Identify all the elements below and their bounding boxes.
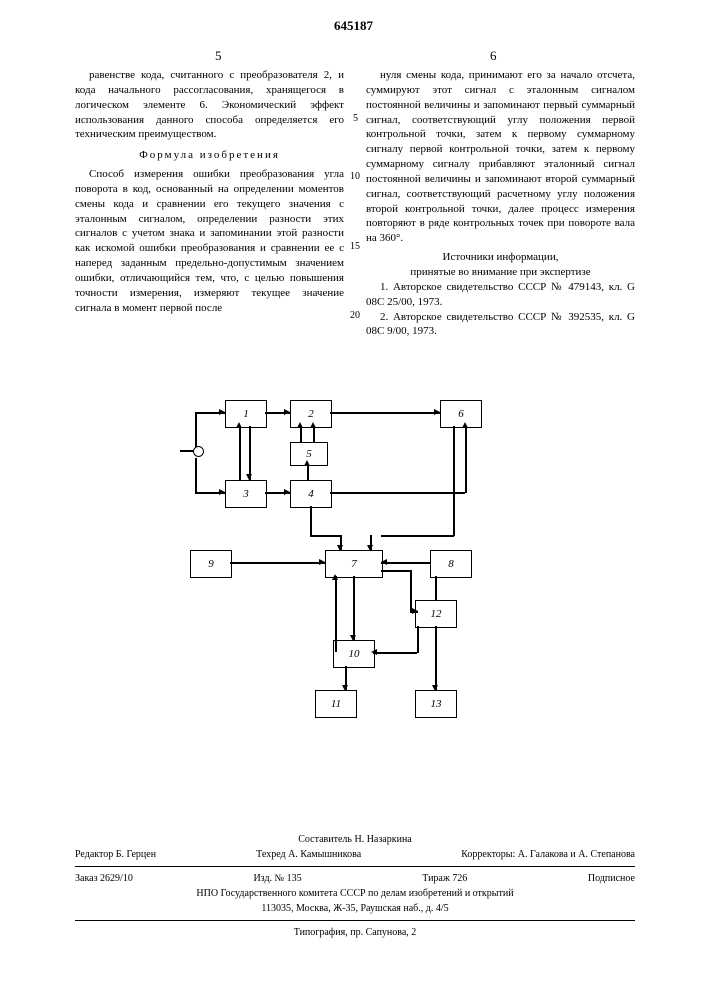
- block-13: 13: [415, 690, 457, 718]
- diagram-line: [313, 426, 315, 442]
- arrow-icon: [367, 545, 373, 551]
- arrow-icon: [236, 422, 242, 428]
- arrow-icon: [434, 409, 440, 415]
- arrow-icon: [297, 422, 303, 428]
- reference-2: 2. Авторское свидетельство СССР № 392535…: [366, 310, 635, 340]
- arrow-icon: [219, 409, 225, 415]
- arrow-icon: [381, 559, 387, 565]
- sources-subtitle: принятые во внимание при экспертизе: [366, 265, 635, 280]
- arrow-icon: [371, 649, 377, 655]
- diagram-line: [330, 412, 440, 414]
- footer-correctors: Корректоры: А. Галакова и А. Степанова: [461, 849, 635, 860]
- left-para-2: Способ измерения ошибки преобразования у…: [75, 167, 344, 315]
- diagram-line: [195, 458, 197, 494]
- right-column: нуля смены кода, принимают его за начало…: [366, 68, 635, 339]
- block-4: 4: [290, 480, 332, 508]
- footer-address: 113035, Москва, Ж-35, Раушская наб., д. …: [75, 901, 635, 916]
- diagram-line: [249, 426, 251, 480]
- block-11: 11: [315, 690, 357, 718]
- diagram-line: [381, 570, 411, 572]
- footer-divider: [75, 920, 635, 921]
- diagram-line: [410, 570, 412, 612]
- text-columns: равенстве кода, считанного с преобразова…: [75, 68, 635, 339]
- footer-izd: Изд. № 135: [253, 873, 301, 884]
- reference-1: 1. Авторское свидетельство СССР № 479143…: [366, 280, 635, 310]
- arrow-icon: [332, 574, 338, 580]
- diagram-line: [230, 562, 325, 564]
- left-para-1: равенстве кода, считанного с преобразова…: [75, 68, 344, 142]
- diagram-line: [335, 576, 337, 652]
- column-number-right: 6: [490, 48, 497, 64]
- arrow-icon: [219, 489, 225, 495]
- arrow-icon: [304, 460, 310, 466]
- arrow-icon: [246, 474, 252, 480]
- arrow-icon: [462, 422, 468, 428]
- footer-print-row: Заказ 2629/10 Изд. № 135 Тираж 726 Подпи…: [75, 871, 635, 886]
- arrow-icon: [337, 545, 343, 551]
- diagram-circle: [193, 446, 204, 457]
- diagram-line: [300, 426, 302, 442]
- diagram-line: [465, 426, 467, 493]
- footer-techred: Техред А. Камышникова: [256, 849, 361, 860]
- diagram-line: [373, 652, 417, 654]
- formula-title: Формула изобретения: [75, 148, 344, 163]
- left-column: равенстве кода, считанного с преобразова…: [75, 68, 344, 339]
- block-9: 9: [190, 550, 232, 578]
- sources-title: Источники информации,: [366, 250, 635, 265]
- diagram-line: [381, 535, 454, 537]
- column-number-left: 5: [215, 48, 222, 64]
- footer-credits-row: Редактор Б. Герцен Техред А. Камышникова…: [75, 847, 635, 862]
- diagram-line: [381, 562, 430, 564]
- footer-editor: Редактор Б. Герцен: [75, 849, 156, 860]
- page: 645187 5 6 5 10 15 20 равенстве кода, сч…: [0, 0, 707, 1000]
- diagram-line: [353, 576, 355, 640]
- block-6: 6: [440, 400, 482, 428]
- diagram-line: [417, 626, 419, 653]
- diagram-line: [435, 626, 437, 690]
- patent-number: 645187: [0, 18, 707, 34]
- footer-typography: Типография, пр. Сапунова, 2: [75, 925, 635, 940]
- block-1: 1: [225, 400, 267, 428]
- arrow-icon: [319, 559, 325, 565]
- block-10: 10: [333, 640, 375, 668]
- arrow-icon: [284, 409, 290, 415]
- diagram-line: [435, 576, 437, 600]
- footer-tirazh: Тираж 726: [422, 873, 467, 884]
- arrow-icon: [284, 489, 290, 495]
- footer-divider: [75, 866, 635, 867]
- diagram-line: [453, 426, 455, 536]
- diagram-line: [195, 412, 197, 448]
- diagram-line: [310, 535, 340, 537]
- footer-org: НПО Государственного комитета СССР по де…: [75, 886, 635, 901]
- footer-order: Заказ 2629/10: [75, 873, 133, 884]
- diagram-line: [239, 426, 241, 480]
- arrow-icon: [432, 685, 438, 691]
- arrow-icon: [310, 422, 316, 428]
- footer-signed: Подписное: [588, 873, 635, 884]
- diagram-line: [330, 492, 465, 494]
- arrow-icon: [342, 685, 348, 691]
- diagram-line: [307, 464, 309, 480]
- diagram-line: [310, 506, 312, 536]
- arrow-icon: [412, 608, 418, 614]
- right-para-1: нуля смены кода, принимают его за начало…: [366, 68, 635, 246]
- block-diagram: 1 2 6 5 3 4 9 7 8 12 10 11 13: [175, 390, 535, 720]
- footer-compiler: Составитель Н. Назаркина: [75, 832, 635, 847]
- block-12: 12: [415, 600, 457, 628]
- arrow-icon: [350, 635, 356, 641]
- footer: Составитель Н. Назаркина Редактор Б. Гер…: [75, 832, 635, 940]
- block-8: 8: [430, 550, 472, 578]
- block-3: 3: [225, 480, 267, 508]
